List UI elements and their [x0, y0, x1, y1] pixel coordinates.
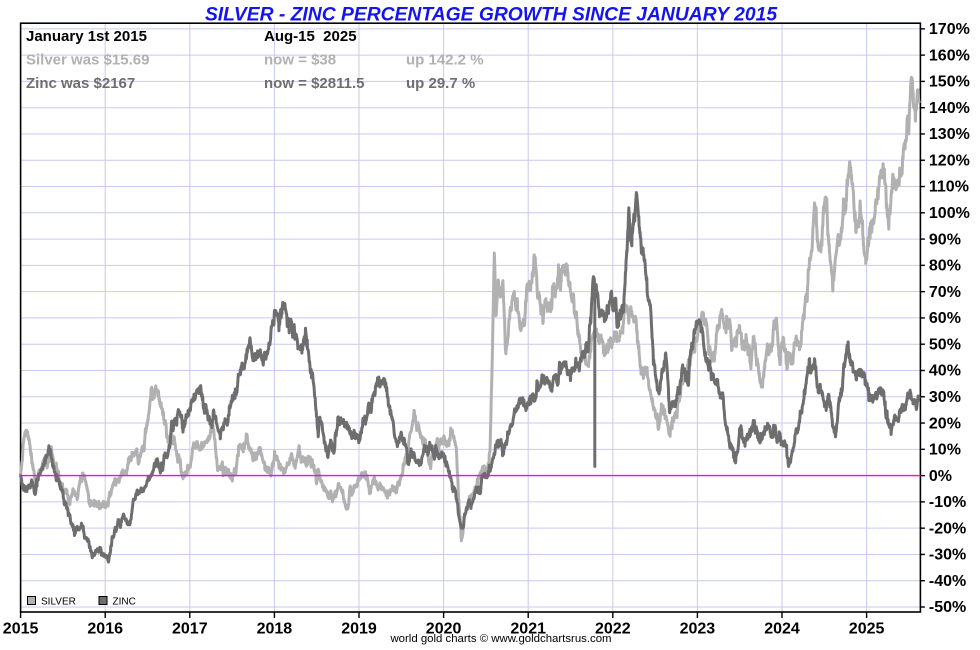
svg-text:ZINC: ZINC — [113, 597, 136, 608]
svg-text:now = $2811.5: now = $2811.5 — [264, 75, 364, 92]
svg-text:30%: 30% — [929, 389, 961, 406]
svg-text:SILVER - ZINC PERCENTAGE GROWT: SILVER - ZINC PERCENTAGE GROWTH SINCE JA… — [205, 5, 777, 26]
svg-text:2020: 2020 — [426, 621, 462, 638]
svg-text:140%: 140% — [929, 100, 970, 117]
svg-text:80%: 80% — [929, 258, 961, 275]
svg-text:10%: 10% — [929, 442, 961, 459]
svg-text:2018: 2018 — [257, 621, 293, 638]
svg-text:0%: 0% — [929, 468, 952, 485]
svg-text:Silver was $15.69: Silver was $15.69 — [26, 52, 149, 69]
svg-text:Zinc was $2167: Zinc was $2167 — [26, 75, 135, 92]
svg-text:120%: 120% — [929, 152, 970, 169]
svg-text:2023: 2023 — [680, 621, 716, 638]
svg-text:world gold charts © www.goldch: world gold charts © www.goldchartsrus.co… — [389, 633, 611, 645]
svg-text:20%: 20% — [929, 415, 961, 432]
svg-text:2024: 2024 — [764, 621, 800, 638]
svg-text:90%: 90% — [929, 231, 961, 248]
svg-text:150%: 150% — [929, 74, 970, 91]
svg-text:-10%: -10% — [929, 494, 966, 511]
svg-text:SILVER: SILVER — [41, 597, 76, 608]
svg-text:110%: 110% — [929, 179, 969, 196]
svg-text:2017: 2017 — [172, 621, 208, 638]
svg-text:50%: 50% — [929, 336, 961, 353]
svg-text:now = $38: now = $38 — [264, 52, 336, 69]
svg-text:2022: 2022 — [595, 621, 631, 638]
svg-text:-30%: -30% — [929, 547, 966, 564]
svg-text:-20%: -20% — [929, 520, 966, 537]
svg-text:60%: 60% — [929, 310, 961, 327]
svg-text:Aug-15 2025: Aug-15 2025 — [264, 28, 357, 45]
svg-text:up 142.2 %: up 142.2 % — [406, 52, 484, 69]
svg-text:2019: 2019 — [341, 621, 377, 638]
svg-text:2016: 2016 — [87, 621, 123, 638]
svg-text:170%: 170% — [929, 21, 970, 38]
svg-text:up 29.7 %: up 29.7 % — [406, 75, 475, 92]
svg-text:January 1st 2015: January 1st 2015 — [26, 28, 147, 45]
svg-text:130%: 130% — [929, 126, 970, 143]
svg-text:160%: 160% — [929, 47, 970, 64]
svg-text:2021: 2021 — [510, 621, 546, 638]
svg-text:-40%: -40% — [929, 573, 966, 590]
svg-text:40%: 40% — [929, 363, 961, 380]
svg-text:-50%: -50% — [929, 599, 966, 616]
svg-text:2015: 2015 — [3, 621, 39, 638]
svg-text:100%: 100% — [929, 205, 970, 222]
svg-text:2025: 2025 — [849, 621, 885, 638]
svg-text:70%: 70% — [929, 284, 961, 301]
